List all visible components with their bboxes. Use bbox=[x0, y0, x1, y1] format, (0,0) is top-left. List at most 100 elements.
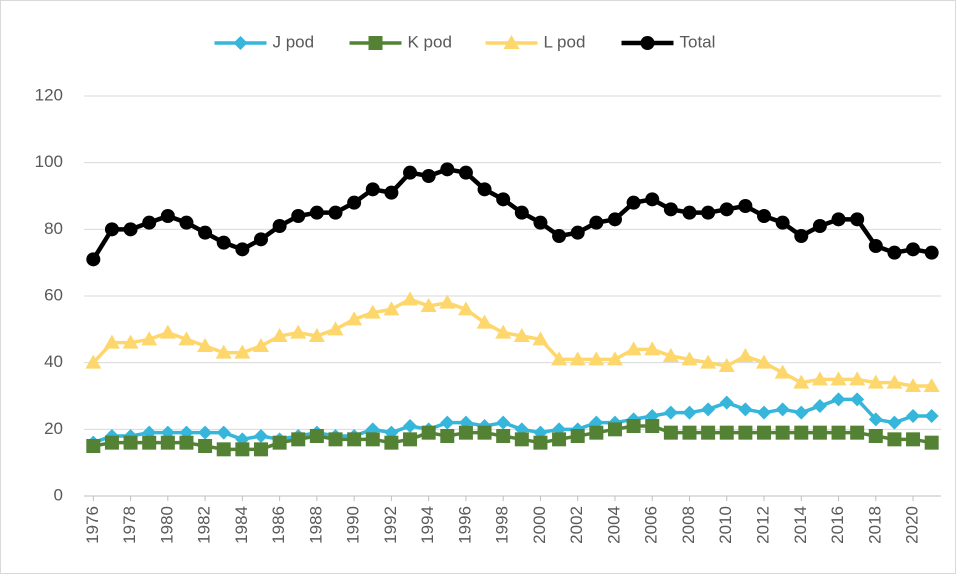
marker bbox=[383, 301, 400, 316]
marker bbox=[403, 419, 418, 433]
x-tick-label: 1986 bbox=[269, 506, 288, 544]
x-tick-label: 1992 bbox=[381, 506, 400, 544]
x-tick-label: 1990 bbox=[344, 506, 363, 544]
marker bbox=[272, 219, 287, 233]
marker bbox=[663, 405, 678, 420]
marker bbox=[700, 354, 717, 369]
marker bbox=[198, 425, 213, 440]
series-line bbox=[93, 424, 932, 452]
legend-label: K pod bbox=[408, 32, 452, 51]
marker bbox=[402, 291, 419, 306]
marker bbox=[253, 442, 268, 457]
marker bbox=[122, 334, 139, 349]
marker bbox=[103, 334, 120, 349]
marker bbox=[159, 324, 176, 339]
marker bbox=[682, 205, 697, 220]
marker bbox=[290, 324, 307, 339]
marker bbox=[718, 358, 735, 372]
marker bbox=[104, 435, 119, 450]
marker bbox=[551, 351, 568, 366]
marker bbox=[309, 429, 324, 443]
marker bbox=[216, 425, 231, 440]
marker bbox=[794, 425, 809, 440]
marker bbox=[737, 348, 754, 362]
marker bbox=[142, 215, 157, 230]
marker bbox=[253, 232, 268, 247]
marker bbox=[328, 205, 343, 220]
marker bbox=[440, 429, 455, 443]
marker bbox=[439, 294, 456, 309]
marker bbox=[86, 252, 101, 267]
marker bbox=[775, 402, 790, 417]
marker bbox=[496, 192, 511, 207]
marker bbox=[606, 351, 623, 366]
marker bbox=[514, 432, 529, 447]
marker bbox=[831, 392, 846, 407]
marker bbox=[663, 425, 678, 440]
marker bbox=[774, 364, 791, 379]
marker bbox=[924, 435, 939, 450]
y-tick-label: 100 bbox=[35, 152, 63, 171]
marker bbox=[477, 182, 492, 197]
marker bbox=[496, 429, 511, 443]
marker bbox=[924, 245, 939, 260]
marker bbox=[291, 209, 306, 223]
y-tick-label: 40 bbox=[44, 352, 63, 371]
marker bbox=[160, 209, 175, 223]
series-line bbox=[92, 297, 932, 388]
x-tick-label: 2010 bbox=[716, 506, 735, 544]
marker bbox=[830, 371, 847, 386]
marker bbox=[640, 36, 655, 50]
marker bbox=[756, 354, 773, 369]
marker bbox=[533, 215, 548, 230]
marker bbox=[346, 311, 363, 326]
marker bbox=[215, 344, 232, 359]
marker bbox=[681, 351, 698, 366]
marker bbox=[588, 351, 605, 366]
marker bbox=[794, 229, 809, 243]
marker bbox=[216, 442, 231, 457]
marker bbox=[607, 212, 622, 227]
series-line bbox=[91, 167, 933, 261]
marker bbox=[514, 205, 529, 220]
marker bbox=[476, 314, 493, 329]
y-tick-label: 120 bbox=[35, 85, 63, 104]
marker bbox=[757, 405, 772, 420]
x-tick-label: 1980 bbox=[157, 506, 176, 544]
x-tick-label: 1982 bbox=[195, 506, 214, 544]
marker bbox=[682, 425, 697, 440]
marker bbox=[868, 412, 883, 427]
marker bbox=[197, 338, 214, 352]
legend-label: L pod bbox=[544, 32, 586, 51]
x-tick-label: 1978 bbox=[120, 506, 139, 544]
x-tick-label: 1996 bbox=[455, 506, 474, 544]
series-line bbox=[92, 397, 932, 445]
marker bbox=[440, 415, 455, 430]
y-tick-label: 60 bbox=[44, 285, 63, 304]
marker bbox=[496, 415, 511, 430]
marker bbox=[533, 435, 548, 450]
legend-label: Total bbox=[680, 32, 716, 51]
marker bbox=[364, 304, 381, 319]
marker bbox=[831, 212, 846, 227]
marker bbox=[252, 338, 269, 352]
x-tick-label: 2014 bbox=[791, 506, 810, 544]
marker bbox=[513, 328, 530, 342]
marker bbox=[495, 324, 512, 339]
marker bbox=[440, 162, 455, 177]
marker bbox=[812, 219, 827, 233]
marker bbox=[216, 235, 231, 250]
marker bbox=[831, 425, 846, 440]
marker bbox=[420, 298, 437, 312]
marker bbox=[887, 415, 902, 430]
x-tick-label: 2012 bbox=[753, 506, 772, 544]
x-tick-label: 2018 bbox=[865, 506, 884, 544]
marker bbox=[812, 425, 827, 440]
marker bbox=[104, 222, 119, 237]
marker bbox=[235, 242, 250, 257]
marker bbox=[552, 432, 567, 447]
marker bbox=[384, 185, 399, 200]
